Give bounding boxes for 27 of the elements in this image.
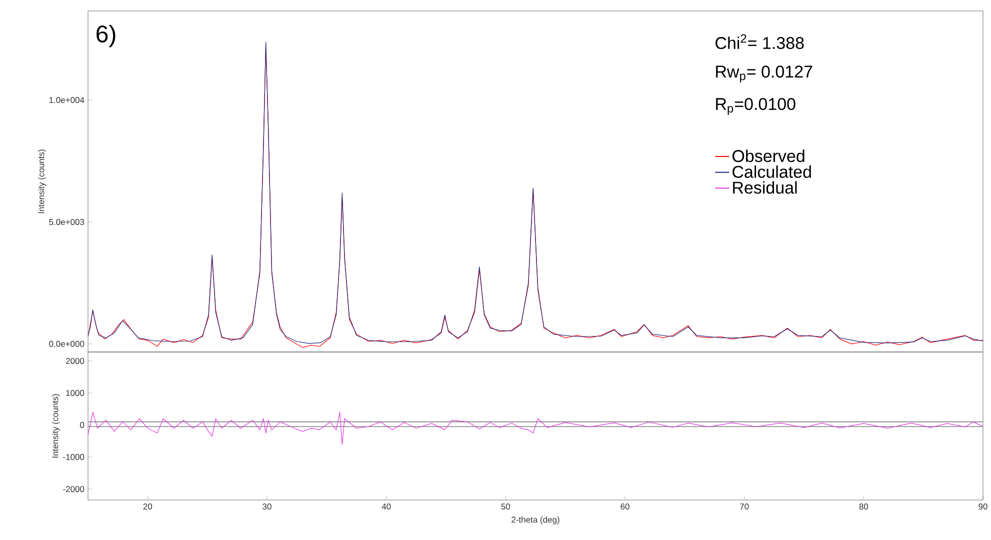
y-tick-label: 2000 <box>66 358 84 364</box>
x-tick-label: 70 <box>740 504 749 510</box>
line-series <box>88 412 983 445</box>
x-tick-label: 90 <box>978 504 988 510</box>
legend-label: Calculated <box>732 165 811 178</box>
annotation: Chi$^{2}$= 1.388 <box>716 34 804 50</box>
x-tick-label: 30 <box>262 504 272 510</box>
x-tick-label: 40 <box>382 504 391 510</box>
y-tick-label: 1000 <box>66 390 84 396</box>
x-tick-label: 20 <box>143 504 152 510</box>
y-tick-label: -2000 <box>63 486 84 492</box>
y-tick-label: 5.0e+003 <box>49 218 84 225</box>
annotation: 6) <box>96 24 116 48</box>
annotation: Rw$_{p}$= 0.0127 <box>716 66 812 83</box>
x-tick-label: 50 <box>501 504 510 510</box>
annotation: R$_{p}$=0.0100 <box>716 98 796 115</box>
x-tick-label: 80 <box>859 504 868 510</box>
y-tick-label: 0.0e+000 <box>49 340 84 347</box>
legend-label: Residual <box>733 181 797 194</box>
x-tick-label: 60 <box>620 504 630 510</box>
y-tick-label: -1000 <box>63 454 84 460</box>
y-axis-title: Intensity (counts) <box>38 150 46 214</box>
x-axis-title: 2-theta (deg) <box>512 516 560 524</box>
y-tick-label: 0 <box>80 422 84 428</box>
y-axis-title: Intensity (counts) <box>52 394 60 458</box>
legend-label: Observed <box>732 150 804 162</box>
y-tick-label: 1.0e+004 <box>49 97 84 104</box>
